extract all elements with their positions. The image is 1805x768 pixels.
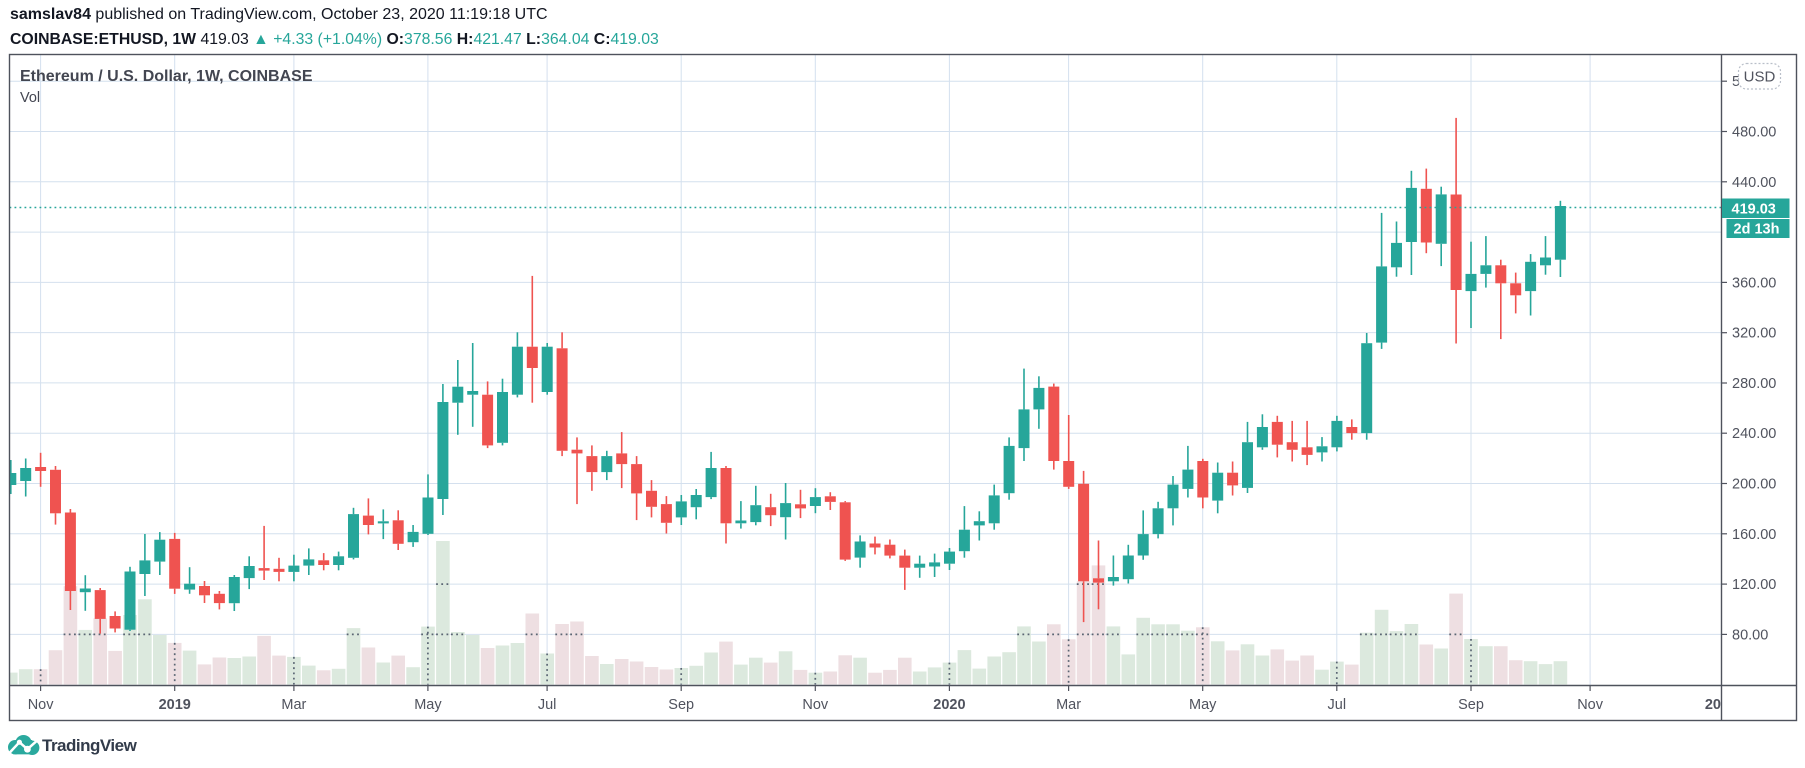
svg-text:419.03: 419.03 xyxy=(1732,202,1776,218)
svg-text:May: May xyxy=(414,697,442,713)
svg-text:440.00: 440.00 xyxy=(1732,175,1776,191)
svg-text:Nov: Nov xyxy=(28,697,55,713)
svg-text:5: 5 xyxy=(1732,74,1740,90)
svg-text:240.00: 240.00 xyxy=(1732,426,1776,442)
svg-text:Jul: Jul xyxy=(1328,697,1347,713)
svg-text:360.00: 360.00 xyxy=(1732,275,1776,291)
svg-text:Jul: Jul xyxy=(538,697,557,713)
svg-text:200.00: 200.00 xyxy=(1732,477,1776,493)
svg-text:Mar: Mar xyxy=(1056,697,1081,713)
svg-text:160.00: 160.00 xyxy=(1732,527,1776,543)
svg-text:May: May xyxy=(1189,697,1217,713)
svg-text:Ethereum / U.S. Dollar, 1W, CO: Ethereum / U.S. Dollar, 1W, COINBASE xyxy=(20,68,313,85)
svg-text:TradingView: TradingView xyxy=(42,736,138,755)
svg-text:COINBASE:ETHUSD, 1W 419.03 ▲ +: COINBASE:ETHUSD, 1W 419.03 ▲ +4.33 (+1.0… xyxy=(10,31,659,48)
svg-text:2020: 2020 xyxy=(933,697,965,713)
svg-text:Mar: Mar xyxy=(281,697,306,713)
svg-text:2d 13h: 2d 13h xyxy=(1734,222,1780,238)
svg-text:480.00: 480.00 xyxy=(1732,125,1776,141)
svg-text:120.00: 120.00 xyxy=(1732,577,1776,593)
svg-text:USD: USD xyxy=(1744,69,1776,86)
svg-text:Sep: Sep xyxy=(1458,697,1484,713)
svg-text:280.00: 280.00 xyxy=(1732,376,1776,392)
svg-text:Vol: Vol xyxy=(20,90,40,106)
svg-text:Nov: Nov xyxy=(802,697,829,713)
svg-text:2019: 2019 xyxy=(159,697,191,713)
svg-text:320.00: 320.00 xyxy=(1732,326,1776,342)
svg-text:Sep: Sep xyxy=(668,697,694,713)
svg-text:Nov: Nov xyxy=(1577,697,1604,713)
svg-text:80.00: 80.00 xyxy=(1732,627,1768,643)
svg-text:20: 20 xyxy=(1705,697,1721,713)
svg-text:samslav84 published on Trading: samslav84 published on TradingView.com, … xyxy=(10,6,548,23)
